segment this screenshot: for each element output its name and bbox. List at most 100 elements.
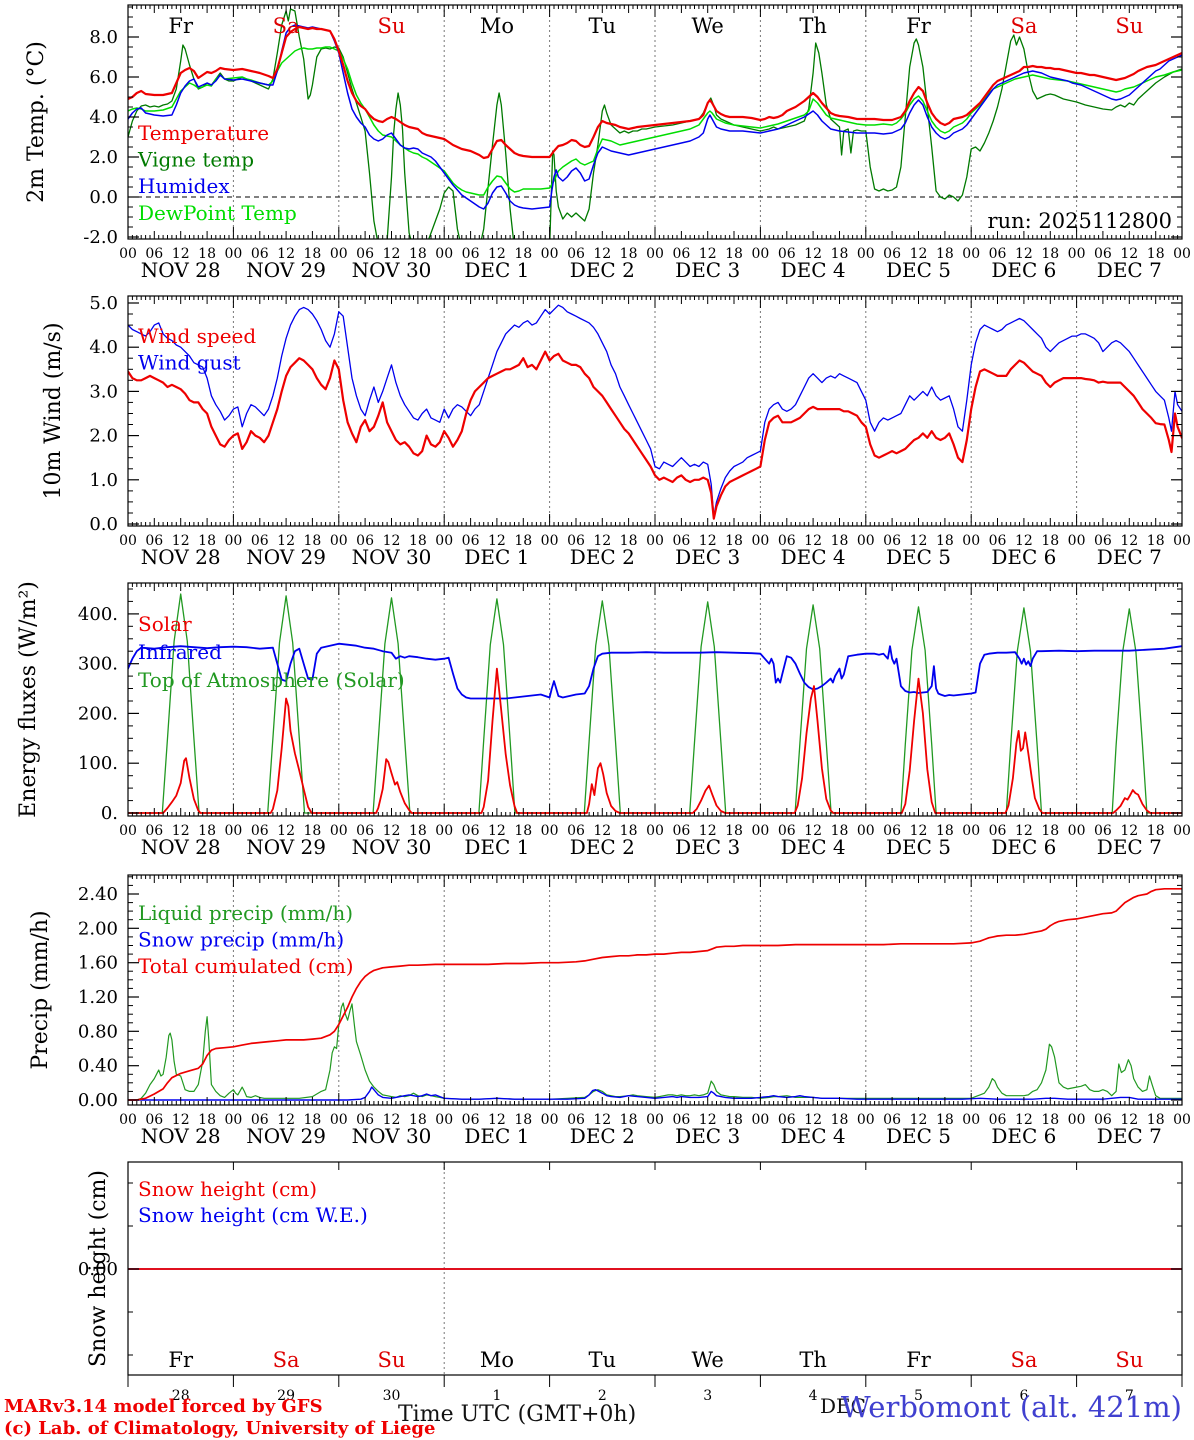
x-tick-label: 00 (541, 1112, 559, 1128)
x-tick-label: 06 (672, 823, 690, 839)
dow-label: Th (799, 14, 827, 38)
y-tick-label: 8.0 (89, 27, 118, 48)
date-label: DEC 6 (991, 545, 1056, 569)
series-wind-speed (128, 350, 1182, 520)
x-tick-label: 00 (962, 246, 980, 262)
y-tick-label: 0.80 (78, 1021, 118, 1042)
legend-vigne-temp: Vigne temp (137, 148, 254, 172)
x-tick-label: 00 (962, 1112, 980, 1128)
model-credit-line1: MARv3.14 model forced by GFS (4, 1396, 323, 1417)
day-number-label: 7 (1125, 1388, 1134, 1404)
x-tick-label: 00 (224, 246, 242, 262)
x-tick-label: 06 (778, 823, 796, 839)
x-tick-label: 12 (593, 823, 611, 839)
x-tick-label: 18 (620, 533, 638, 549)
x-tick-label: 12 (172, 533, 190, 549)
x-tick-label: 00 (1068, 1112, 1086, 1128)
legend-infrared: Infrared (138, 640, 222, 664)
x-tick-label: 12 (383, 823, 401, 839)
x-tick-label: 06 (1094, 246, 1112, 262)
x-tick-label: 12 (910, 246, 928, 262)
x-tick-label: 00 (435, 823, 453, 839)
x-tick-label: 12 (804, 1112, 822, 1128)
x-tick-label: 18 (831, 246, 849, 262)
date-label: NOV 28 (141, 258, 221, 282)
date-label: DEC 1 (464, 545, 529, 569)
x-tick-label: 00 (857, 246, 875, 262)
day-number-label: 29 (277, 1388, 295, 1404)
legend-humidex: Humidex (138, 174, 230, 198)
y-tick-label: 1.20 (78, 987, 118, 1008)
date-label: DEC 2 (570, 545, 635, 569)
x-tick-label: 18 (1147, 246, 1165, 262)
x-tick-label: 06 (1094, 533, 1112, 549)
x-tick-label: 06 (567, 533, 585, 549)
x-tick-label: 06 (1094, 1112, 1112, 1128)
x-tick-label: 00 (119, 246, 137, 262)
x-tick-label: 12 (699, 823, 717, 839)
x-tick-label: 00 (541, 246, 559, 262)
y-tick-label: 0.0 (89, 187, 118, 208)
x-tick-label: 06 (356, 246, 374, 262)
date-label: NOV 29 (246, 835, 326, 859)
x-tick-label: 06 (883, 246, 901, 262)
x-tick-label: 00 (330, 246, 348, 262)
x-tick-label: 18 (620, 246, 638, 262)
date-label: DEC 4 (781, 835, 846, 859)
dow-label: Mo (480, 14, 514, 38)
date-label: DEC 2 (570, 1124, 635, 1148)
x-tick-label: 06 (145, 533, 163, 549)
date-label: DEC 5 (886, 835, 951, 859)
x-tick-label: 00 (751, 246, 769, 262)
date-label: DEC 6 (991, 1124, 1056, 1148)
day-number-label: 6 (1019, 1388, 1028, 1404)
x-tick-label: 06 (145, 1112, 163, 1128)
x-tick-label: 00 (857, 823, 875, 839)
y-axis-title: Snow height (cm) (86, 1170, 111, 1367)
dow-label: Su (1115, 1348, 1143, 1372)
y-tick-label: 1.60 (78, 953, 118, 974)
x-tick-label: 18 (514, 533, 532, 549)
x-tick-label: 18 (936, 1112, 954, 1128)
x-tick-label: 06 (989, 533, 1007, 549)
x-tick-label: 00 (1173, 246, 1191, 262)
x-tick-label: 00 (962, 823, 980, 839)
x-tick-label: 12 (699, 246, 717, 262)
x-tick-label: 00 (962, 533, 980, 549)
dow-label: Fr (906, 14, 932, 38)
date-label: DEC 5 (886, 258, 951, 282)
x-tick-label: 18 (514, 246, 532, 262)
date-label: NOV 30 (352, 545, 432, 569)
dow-label: Sa (1010, 14, 1037, 38)
x-tick-label: 06 (462, 533, 480, 549)
x-tick-label: 12 (383, 1112, 401, 1128)
legend-total-cumulated-cm-: Total cumulated (cm) (138, 954, 354, 978)
dow-label: Tu (589, 1348, 617, 1372)
x-tick-label: 00 (751, 1112, 769, 1128)
dow-label: Sa (1010, 1348, 1037, 1372)
y-tick-label: 2.0 (89, 147, 118, 168)
date-label: NOV 30 (352, 1124, 432, 1148)
x-tick-label: 00 (646, 823, 664, 839)
x-tick-label: 00 (119, 533, 137, 549)
x-tick-label: 00 (224, 533, 242, 549)
legend-snow-height-cm-: Snow height (cm) (138, 1177, 317, 1201)
x-tick-label: 06 (778, 533, 796, 549)
x-tick-label: 12 (593, 533, 611, 549)
dow-label: Sa (273, 1348, 300, 1372)
day-number-label: 1 (492, 1388, 501, 1404)
x-tick-label: 18 (725, 1112, 743, 1128)
x-tick-label: 12 (910, 1112, 928, 1128)
series-solar (128, 667, 1182, 814)
x-tick-label: 06 (462, 246, 480, 262)
x-tick-label: 12 (1120, 533, 1138, 549)
x-tick-label: 06 (251, 823, 269, 839)
x-tick-label: 12 (277, 823, 295, 839)
x-tick-label: 12 (804, 823, 822, 839)
y-tick-label: 0.00 (78, 1259, 118, 1280)
y-tick-label: 0. (101, 803, 118, 824)
date-label: DEC 7 (1097, 1124, 1162, 1148)
series-total-cumulated-cm- (128, 887, 1182, 1101)
x-tick-label: 00 (541, 533, 559, 549)
x-tick-label: 06 (462, 823, 480, 839)
